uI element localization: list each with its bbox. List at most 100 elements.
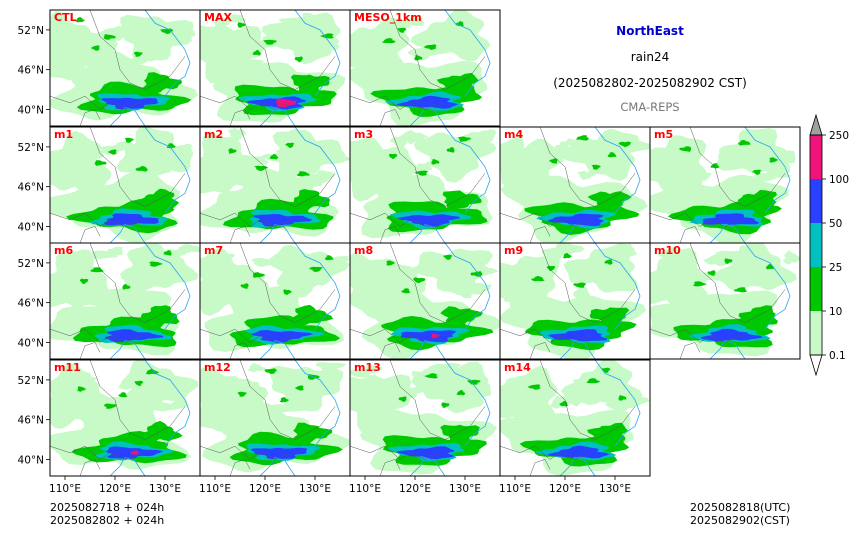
init-time-cst: 2025082802 + 024h bbox=[50, 514, 165, 527]
lat-tick-label: 52°N bbox=[18, 142, 44, 154]
lon-tick-label: 110°E bbox=[49, 483, 81, 495]
panel-label: m8 bbox=[354, 244, 373, 257]
lat-tick-label: 46°N bbox=[18, 298, 44, 310]
panel-label: MAX bbox=[204, 11, 232, 24]
map-panel-m2: m2 bbox=[199, 126, 351, 244]
rain-very-heavy-core bbox=[250, 447, 307, 460]
colorbar-segment bbox=[810, 223, 822, 267]
period-title: (2025082802-2025082902 CST) bbox=[553, 76, 747, 90]
rain-very-heavy-core bbox=[103, 213, 160, 226]
map-panel-ctl: CTL bbox=[49, 9, 201, 127]
lon-tick-label: 110°E bbox=[349, 483, 381, 495]
lon-tick-label: 120°E bbox=[399, 483, 431, 495]
map-panels: CTL MAX MESO_1km m1 m2 m3 m4 m5 m6 m7 m8 m9 m10 m11 m1… bbox=[49, 9, 801, 477]
rain-light-field bbox=[50, 127, 194, 243]
map-panel-m7: m7 bbox=[199, 242, 351, 360]
rain-very-heavy-core bbox=[702, 213, 760, 225]
panel-label: m13 bbox=[354, 361, 381, 374]
lon-tick-label: 110°E bbox=[199, 483, 231, 495]
rain-very-heavy-core bbox=[548, 329, 608, 342]
region-title: NorthEast bbox=[616, 24, 684, 38]
lat-tick-label: 40°N bbox=[18, 337, 44, 349]
map-panel-meso-1km: MESO_1km bbox=[349, 9, 501, 127]
map-panel-m1: m1 bbox=[49, 126, 201, 244]
lon-tick-label: 110°E bbox=[499, 483, 531, 495]
panel-frame bbox=[349, 9, 501, 127]
panel-label: m3 bbox=[354, 128, 373, 141]
lon-tick-label: 130°E bbox=[299, 483, 331, 495]
rain-very-heavy-core bbox=[397, 214, 460, 227]
valid-time-utc: 2025082818(UTC) bbox=[690, 501, 791, 514]
rain-extreme-spot bbox=[431, 333, 441, 339]
colorbar-segment bbox=[810, 267, 822, 311]
panel-frame bbox=[499, 359, 651, 477]
panel-label: MESO_1km bbox=[354, 11, 422, 24]
map-panel-m11: m11 bbox=[49, 359, 201, 477]
rain-very-heavy-core bbox=[396, 95, 459, 109]
panel-label: m12 bbox=[204, 361, 231, 374]
colorbar-segment bbox=[810, 311, 822, 355]
lat-tick-label: 40°N bbox=[18, 104, 44, 116]
latitude-tick-labels: 52°N 46°N 40°N 52°N 46°N 40°N 52°N 46°N 40°N 52°N… bbox=[18, 25, 50, 466]
map-panel-m12: m12 bbox=[199, 359, 351, 477]
rain-very-heavy-core bbox=[400, 330, 457, 343]
colorbar-tick-label: 25 bbox=[829, 262, 842, 274]
panel-label: m5 bbox=[654, 128, 673, 141]
map-panel-m9: m9 bbox=[499, 242, 651, 360]
map-panel-m4: m4 bbox=[499, 126, 651, 244]
colorbar: 0.1 10 25 50 100 250 bbox=[809, 113, 849, 377]
rain-very-heavy-core bbox=[547, 445, 610, 459]
rain-very-heavy-core bbox=[396, 446, 455, 460]
lat-tick-label: 46°N bbox=[18, 415, 44, 427]
source-title: CMA-REPS bbox=[620, 100, 680, 114]
rain-extreme-spot bbox=[130, 450, 140, 455]
map-panel-m3: m3 bbox=[349, 126, 501, 244]
panel-label: m7 bbox=[204, 244, 223, 257]
map-panel-m5: m5 bbox=[649, 126, 801, 244]
colorbar-tick-label: 10 bbox=[829, 306, 842, 318]
lat-tick-label: 40°N bbox=[18, 221, 44, 233]
colorbar-extend-max bbox=[809, 113, 823, 136]
lon-tick-label: 130°E bbox=[449, 483, 481, 495]
longitude-tick-labels: 110°E 120°E 130°E 110°E 120°E 130°E 110°E 120°E… bbox=[49, 476, 631, 495]
colorbar-tick-label: 100 bbox=[829, 174, 849, 186]
colorbar-tick-label: 0.1 bbox=[829, 350, 846, 362]
colorbar-segment bbox=[810, 179, 822, 223]
lat-tick-label: 52°N bbox=[18, 25, 44, 37]
panel-label: CTL bbox=[54, 11, 77, 24]
panel-label: m14 bbox=[504, 361, 531, 374]
map-panel-m10: m10 bbox=[649, 242, 801, 360]
map-panel-m8: m8 bbox=[349, 242, 501, 360]
panel-label: m10 bbox=[654, 244, 681, 257]
colorbar-segment bbox=[810, 135, 822, 179]
lon-tick-label: 120°E bbox=[99, 483, 131, 495]
panel-label: m6 bbox=[54, 244, 73, 257]
valid-time-cst: 2025082902(CST) bbox=[690, 514, 790, 527]
rain-very-heavy-core bbox=[547, 213, 605, 227]
panel-label: m11 bbox=[54, 361, 81, 374]
colorbar-tick-label: 250 bbox=[829, 130, 849, 142]
map-panel-max: MAX bbox=[199, 9, 351, 127]
rain-very-heavy-core bbox=[250, 330, 314, 343]
rain-very-heavy-core bbox=[100, 97, 159, 110]
map-panel-m13: m13 bbox=[349, 359, 501, 477]
lat-tick-label: 40°N bbox=[18, 454, 44, 466]
colorbar-tick-label: 50 bbox=[829, 218, 842, 230]
lon-tick-label: 120°E bbox=[249, 483, 281, 495]
map-panel-m6: m6 bbox=[49, 242, 201, 360]
panel-label: m2 bbox=[204, 128, 223, 141]
lat-tick-label: 46°N bbox=[18, 65, 44, 77]
lon-tick-label: 130°E bbox=[149, 483, 181, 495]
lat-tick-label: 46°N bbox=[18, 182, 44, 194]
map-panel-m14: m14 bbox=[499, 359, 651, 477]
rain-extreme-spot bbox=[276, 98, 297, 108]
variable-title: rain24 bbox=[630, 50, 670, 64]
panel-label: m1 bbox=[54, 128, 73, 141]
panel-label: m4 bbox=[504, 128, 523, 141]
colorbar-extend-min bbox=[809, 354, 823, 377]
init-time-utc: 2025082718 + 024h bbox=[50, 501, 165, 514]
lon-tick-label: 130°E bbox=[599, 483, 631, 495]
rain-very-heavy-core bbox=[105, 329, 164, 343]
lon-tick-label: 120°E bbox=[549, 483, 581, 495]
